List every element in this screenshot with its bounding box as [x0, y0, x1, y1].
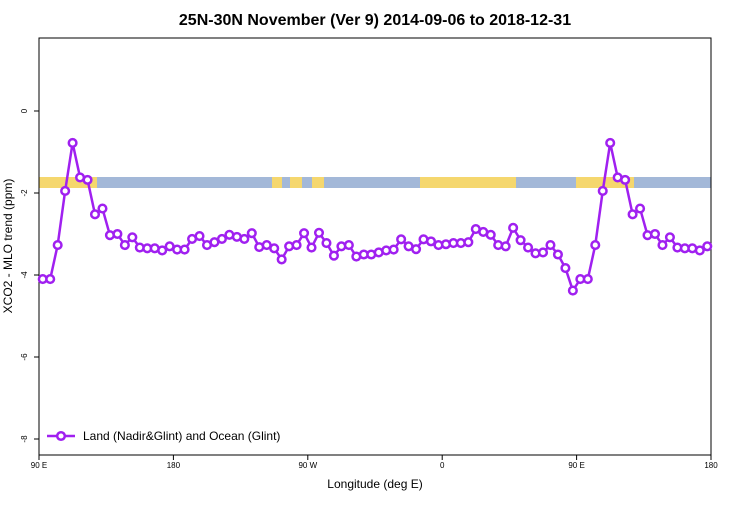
point: [508, 222, 519, 233]
legend-marker: [55, 430, 67, 442]
point: [343, 240, 354, 251]
point: [97, 203, 108, 214]
point: [702, 241, 713, 252]
point: [239, 233, 250, 244]
point: [52, 240, 63, 251]
point: [552, 249, 563, 260]
point: [82, 174, 93, 185]
point: [425, 236, 437, 247]
y-tick-label: 0: [20, 108, 29, 113]
point: [216, 233, 227, 244]
point: [649, 228, 661, 240]
point: [537, 247, 549, 258]
point: [515, 235, 526, 246]
y-axis-label: XCO2 - MLO trend (ppm): [1, 179, 15, 314]
point: [67, 137, 78, 149]
point: [328, 250, 339, 261]
point: [276, 254, 287, 265]
land: [312, 177, 324, 188]
point: [582, 274, 593, 285]
x-tick-label: 180: [704, 461, 718, 470]
land: [420, 177, 516, 188]
point: [45, 274, 56, 285]
x-axis-label: Longitude (deg E): [327, 477, 422, 491]
point: [179, 244, 190, 255]
point: [306, 242, 317, 253]
x-tick-label: 90 E: [568, 461, 584, 470]
point: [269, 243, 280, 254]
point: [411, 244, 422, 255]
point: [567, 285, 578, 296]
y-tick-label: -8: [20, 435, 29, 443]
point: [545, 240, 556, 251]
y-tick-label: -4: [20, 271, 29, 279]
point: [560, 262, 571, 274]
point: [620, 174, 631, 185]
point: [112, 228, 123, 240]
ocean: [39, 177, 711, 188]
point: [157, 245, 168, 256]
point: [523, 242, 534, 253]
point: [388, 244, 399, 255]
point: [299, 228, 310, 239]
land: [290, 177, 302, 188]
point: [664, 232, 675, 243]
point: [396, 234, 407, 245]
x-tick-label: 90 W: [298, 461, 317, 470]
point: [485, 229, 496, 240]
point: [127, 232, 138, 243]
point: [627, 209, 638, 220]
point: [635, 203, 646, 214]
x-tick-label: 0: [440, 461, 445, 470]
point: [694, 245, 705, 256]
y-tick-label: -6: [20, 353, 29, 361]
point: [291, 240, 302, 251]
point: [500, 241, 511, 252]
point: [60, 185, 71, 196]
land: [272, 177, 282, 188]
point: [194, 230, 205, 242]
point: [321, 237, 332, 249]
land: [39, 177, 97, 188]
point: [246, 228, 257, 239]
y-tick-label: -2: [20, 189, 29, 197]
x-tick-label: 90 E: [31, 461, 47, 470]
legend-label: Land (Nadir&Glint) and Ocean (Glint): [83, 429, 280, 443]
point: [313, 227, 325, 238]
point: [605, 137, 616, 149]
x-tick-label: 180: [167, 461, 181, 470]
point: [119, 240, 130, 251]
chart-title: 25N-30N November (Ver 9) 2014-09-06 to 2…: [179, 12, 571, 29]
point: [590, 240, 601, 251]
land-ocean-band: [39, 177, 711, 188]
point: [597, 185, 608, 196]
point: [463, 237, 474, 248]
point: [657, 240, 668, 251]
point: [89, 209, 101, 220]
